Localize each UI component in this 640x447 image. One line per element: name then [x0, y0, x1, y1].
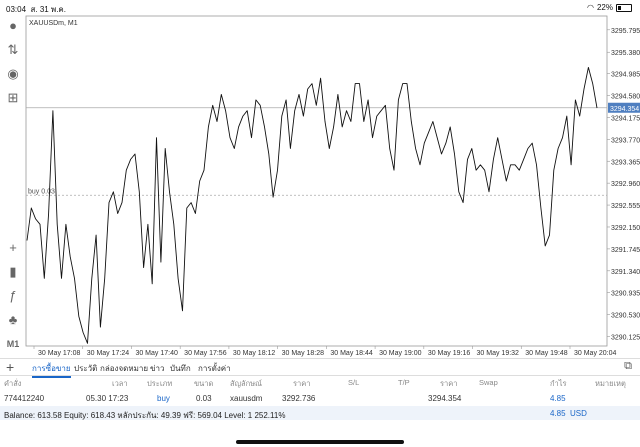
- currency: USD: [570, 409, 587, 418]
- cell-time: 05.30 17:23: [86, 394, 129, 403]
- status-right: ◠ 22%: [587, 3, 632, 12]
- price-label: 3292.150: [611, 225, 640, 232]
- time-label: 30 May 19:16: [428, 350, 471, 357]
- col-time: เวลา: [112, 379, 128, 388]
- col-swap: Swap: [479, 378, 498, 387]
- tab-trade[interactable]: การซื้อขาย: [32, 362, 71, 378]
- account-icon[interactable]: ●: [9, 18, 17, 33]
- price-label: 3295.380: [611, 50, 640, 57]
- time-label: 30 May 17:24: [87, 350, 130, 357]
- layout-icon[interactable]: ⧉: [624, 360, 632, 372]
- crosshair-icon[interactable]: +: [9, 240, 17, 255]
- tab-mailbox[interactable]: กล่องจดหมาย: [100, 364, 149, 373]
- col-profit: กำไร: [550, 379, 567, 388]
- time-label: 30 May 19:00: [379, 350, 422, 357]
- tab-news[interactable]: ข่าว: [150, 364, 165, 373]
- price-label: 3293.770: [611, 137, 640, 144]
- add-icon[interactable]: +: [6, 359, 15, 375]
- new-order-icon[interactable]: ⊞: [7, 90, 19, 105]
- balance-text: Balance: 613.58 Equity: 618.43 หลักประกั…: [4, 411, 286, 420]
- time-label: 30 May 18:12: [233, 350, 276, 357]
- time-label: 30 May 17:08: [38, 350, 81, 357]
- symbol-label: XAUUSDm, M1: [29, 20, 78, 27]
- price-label: 3291.745: [611, 247, 640, 254]
- cell-current-price: 3294.354: [428, 394, 462, 403]
- col-tp: T/P: [398, 378, 410, 387]
- trade-arrows-icon[interactable]: ⇅: [7, 42, 19, 57]
- price-label: 3290.125: [611, 335, 640, 342]
- price-label: 3290.935: [611, 291, 640, 298]
- objects-icon[interactable]: ♣: [8, 312, 18, 327]
- balance-bar: Balance: 613.58 Equity: 618.43 หลักประกั…: [0, 406, 640, 420]
- price-label: 3291.340: [611, 269, 640, 276]
- time-label: 30 May 18:28: [282, 350, 325, 357]
- tab-history[interactable]: ประวัติ: [74, 364, 98, 373]
- col-symbol: สัญลักษณ์: [230, 379, 263, 388]
- price-label: 3294.580: [611, 94, 640, 101]
- col-size: ขนาด: [194, 379, 214, 388]
- wifi-icon: ◠: [587, 3, 594, 12]
- cell-order: 774412240: [4, 394, 45, 403]
- time-label: 30 May 20:04: [574, 350, 617, 357]
- price-label: 3292.555: [611, 203, 640, 210]
- indicators-icon[interactable]: ƒ: [9, 288, 17, 303]
- col-type: ประเภท: [147, 379, 173, 388]
- status-bar: 03:04 ส. 31 พ.ค. ◠ 22%: [0, 0, 640, 14]
- price-label: 3292.960: [611, 181, 640, 188]
- col-current-price: ราคา: [440, 379, 458, 388]
- time-label: 30 May 18:44: [330, 350, 373, 357]
- total-profit: 4.85: [550, 409, 566, 418]
- col-sl: S/L: [348, 378, 360, 387]
- col-comment: หมายเหตุ: [595, 379, 626, 388]
- time-label: 30 May 17:40: [135, 350, 178, 357]
- price-series-line: [26, 66, 598, 344]
- cell-symbol: xauusdm: [230, 394, 263, 403]
- terminal-tabs: + การซื้อขาย ประวัติ กล่องจดหมาย ข่าว บั…: [0, 358, 640, 378]
- cell-price: 3292.736: [282, 394, 316, 403]
- timeframe-button[interactable]: M1: [6, 339, 20, 349]
- col-order: คำสั่ง: [4, 379, 22, 388]
- tab-journal[interactable]: บันทึก: [170, 364, 191, 373]
- home-indicator: [236, 440, 404, 444]
- price-label: 3293.365: [611, 159, 640, 166]
- chart-toolbar: ● ⇅ ◉ ⊞ + ▮ ƒ ♣ M1: [0, 14, 26, 354]
- cell-size: 0.03: [196, 394, 212, 403]
- battery-icon: [616, 3, 632, 12]
- cell-type: buy: [157, 394, 170, 403]
- chat-icon[interactable]: ◉: [7, 66, 19, 81]
- buy-level-label: buy 0.03: [28, 188, 55, 195]
- time-label: 30 May 19:48: [525, 350, 568, 357]
- price-label: 3294.985: [611, 72, 640, 79]
- price-label: 3295.795: [611, 28, 640, 35]
- time-label: 30 May 19:32: [477, 350, 520, 357]
- price-label: 3294.175: [611, 115, 640, 122]
- orders-table-header: คำสั่ง เวลา ประเภท ขนาด สัญลักษณ์ ราคา S…: [0, 376, 640, 388]
- table-row[interactable]: 774412240 05.30 17:23 buy 0.03 xauusdm 3…: [0, 392, 640, 404]
- cell-profit: 4.85: [550, 394, 566, 403]
- price-label: 3290.530: [611, 313, 640, 320]
- current-price-label: 3294.354: [610, 106, 639, 113]
- status-time-date: 03:04 ส. 31 พ.ค.: [6, 5, 67, 14]
- col-price: ราคา: [293, 379, 311, 388]
- time-label: 30 May 17:56: [184, 350, 227, 357]
- battery-percent: 22%: [596, 3, 613, 12]
- price-chart[interactable]: 3295.795 3295.380 3294.985 3294.580 3294.175…: [0, 14, 640, 360]
- plot-frame: [25, 15, 608, 347]
- tab-settings[interactable]: การตั้งค่า: [198, 364, 231, 373]
- current-price-box: [608, 102, 640, 113]
- chart-type-icon[interactable]: ▮: [9, 264, 17, 279]
